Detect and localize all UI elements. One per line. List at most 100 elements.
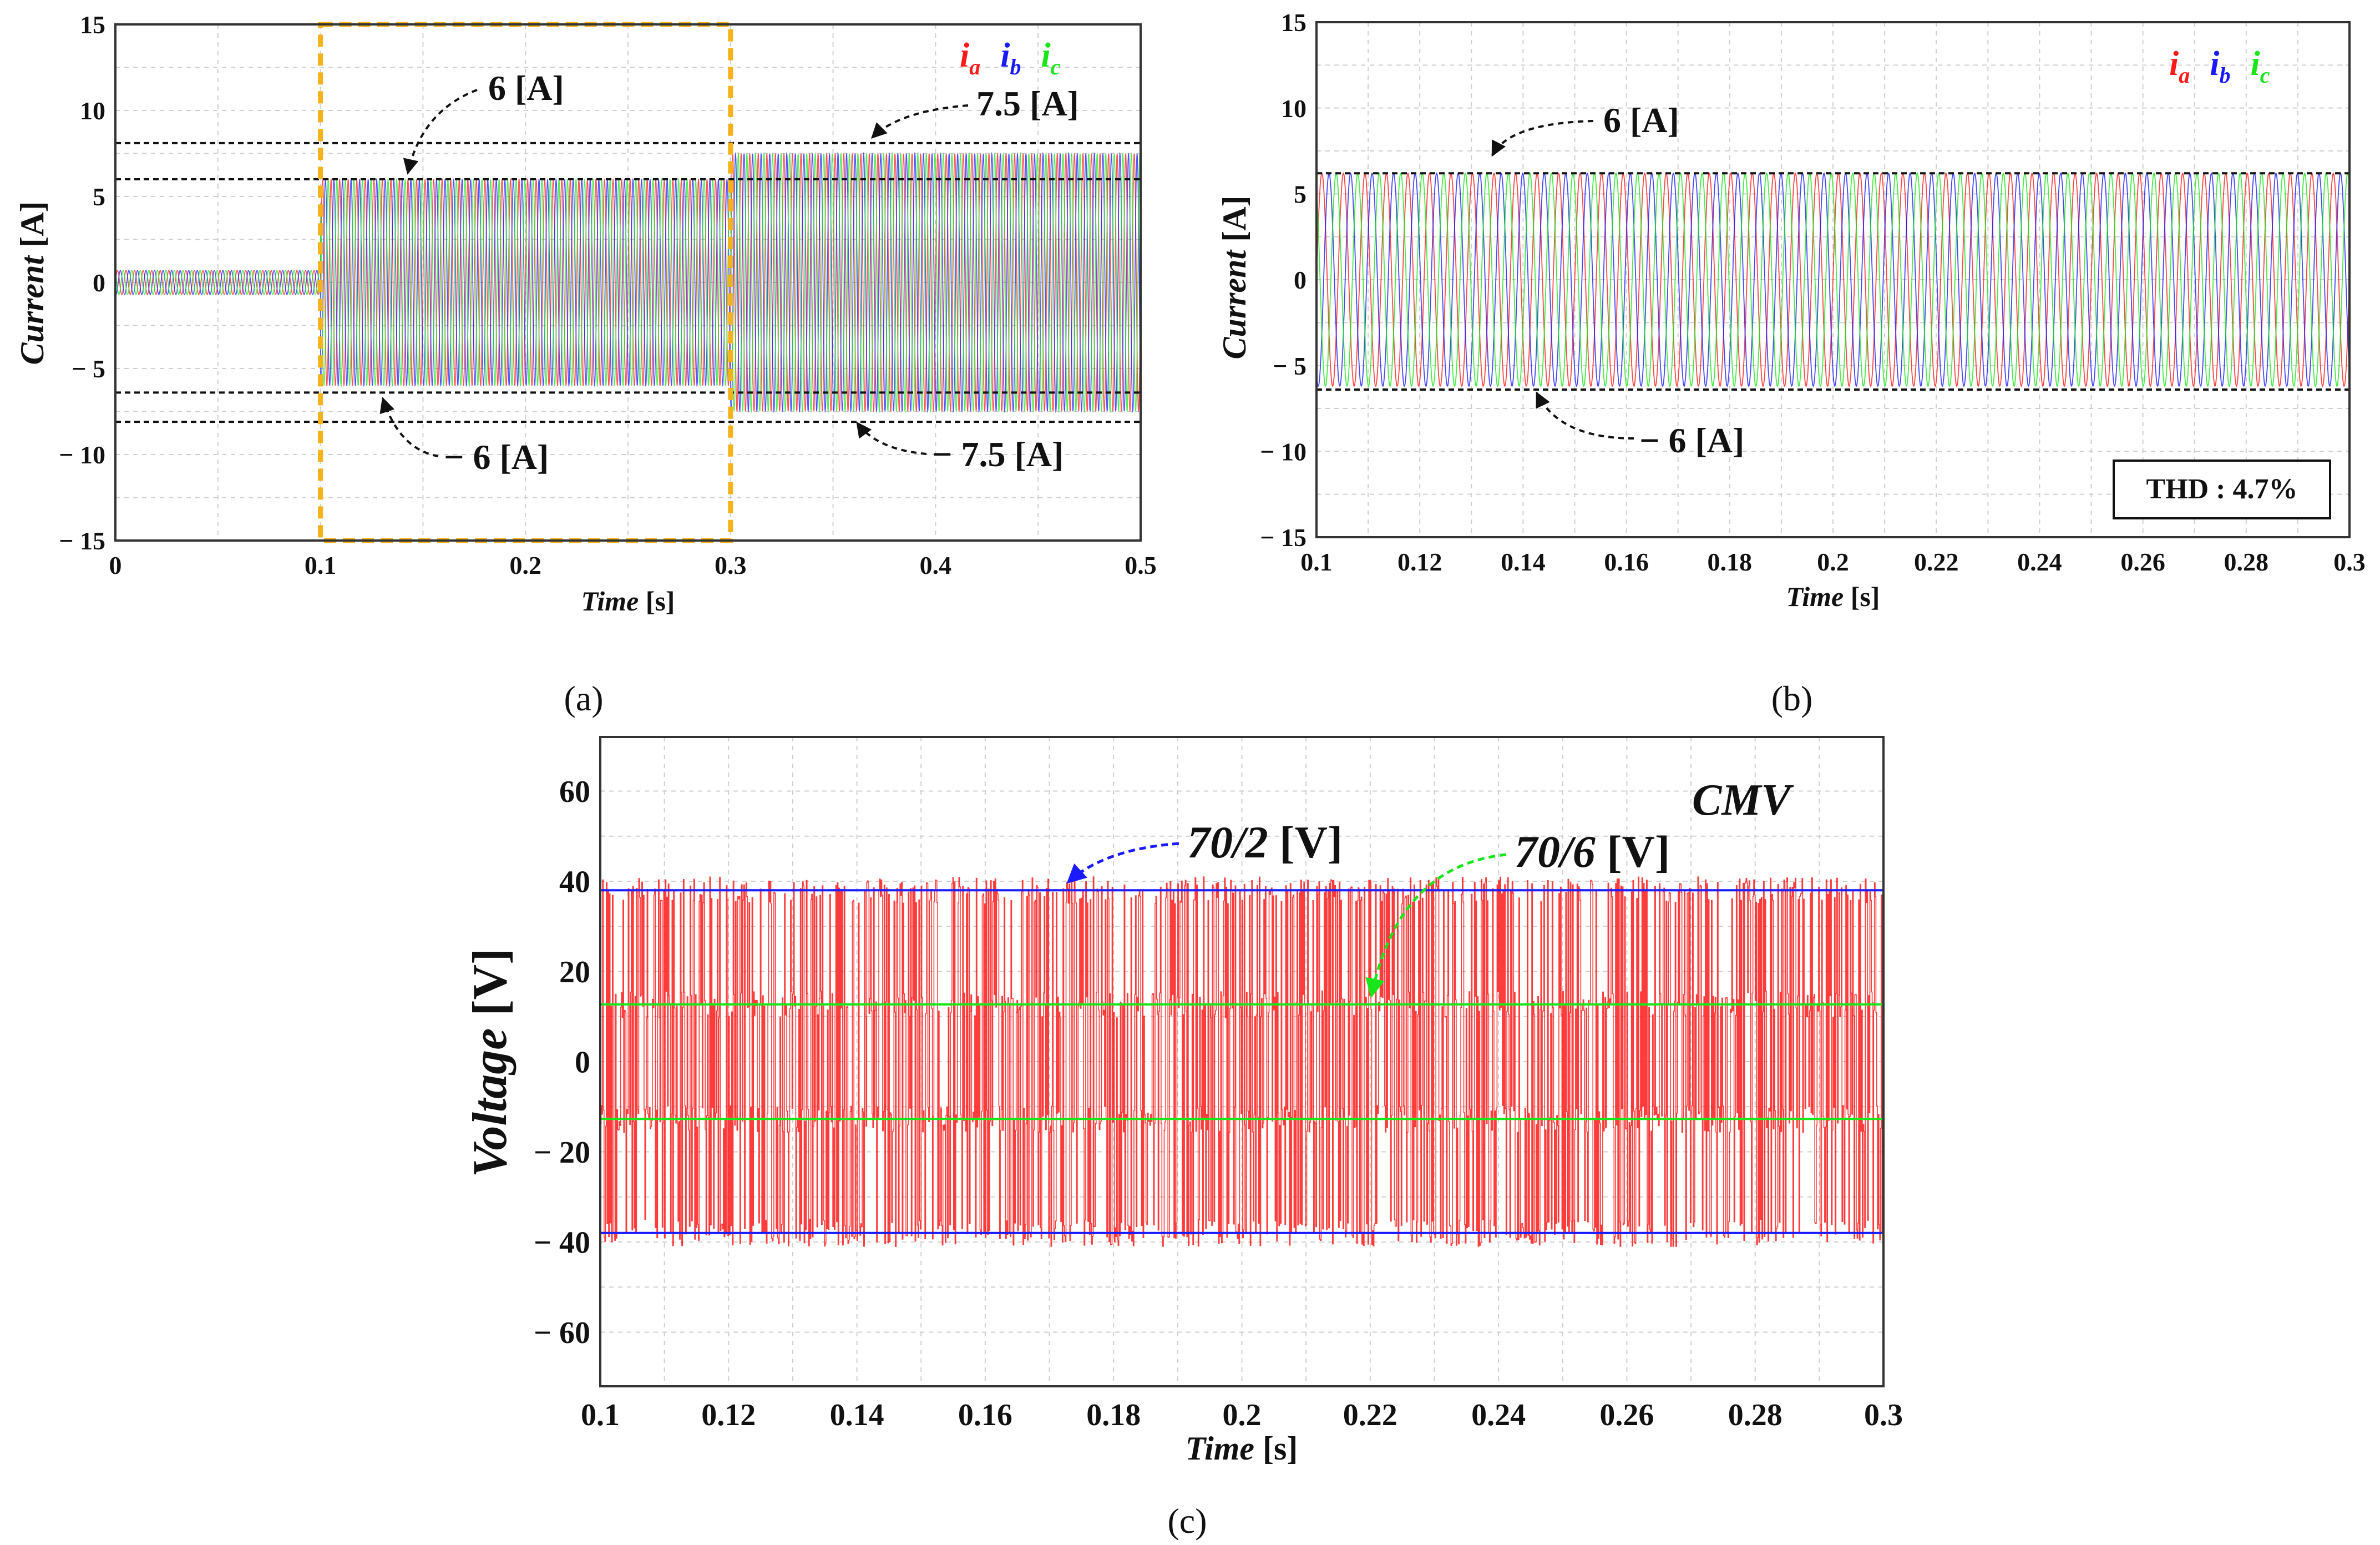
panel-a-y-tick-labels: 15 10 5 0 − 5 − 10 − 15 [59, 11, 105, 555]
panel-c-caption: (c) [1167, 1501, 1207, 1541]
c-x-tick-label: 0.14 [830, 1398, 884, 1432]
annotation-a-minus6A-arrow [379, 397, 439, 457]
b-y-tick-label: − 15 [1260, 523, 1307, 552]
c-y-tick-label: 20 [559, 955, 590, 989]
trace-ic [115, 152, 1141, 413]
c-x-tick-label: 0.18 [1086, 1398, 1141, 1432]
trace-ib [1316, 172, 2350, 387]
cmv-legend: CMV [1692, 776, 1794, 825]
b-x-tick-label: 0.3 [2333, 548, 2366, 576]
a-y-tick-label: 5 [93, 183, 105, 211]
c-y-tick-label: − 20 [534, 1135, 590, 1170]
panel-a-reference-lines [115, 142, 1141, 423]
c-y-tick-label: 60 [559, 775, 590, 809]
annotation-c-70-2-arrow [1066, 842, 1179, 884]
a-y-tick-label: 0 [93, 269, 105, 297]
a-y-tick-label: − 10 [59, 441, 105, 469]
b-x-tick-label: 0.24 [2017, 548, 2062, 576]
c-x-tick-label: 0.26 [1599, 1398, 1654, 1432]
b-x-tick-label: 0.2 [1817, 548, 1849, 576]
a-y-tick-label: 10 [80, 97, 105, 125]
b-x-tick-label: 0.22 [1914, 548, 1959, 576]
c-y-tick-label: − 40 [534, 1226, 590, 1260]
b-y-tick-label: 0 [1294, 266, 1307, 294]
trace-ia [115, 153, 1141, 412]
b-y-tick-label: 10 [1281, 94, 1307, 123]
annotation-a-minus7p5A: − 7.5 [A] [932, 435, 1064, 474]
panel-a-x-axis-label: Time [s] [581, 585, 675, 617]
annotation-c-70-6-arrow [1365, 853, 1507, 998]
panel-b-x-axis-label: Time [s] [1786, 581, 1880, 612]
a-y-tick-label: − 5 [72, 355, 105, 383]
panel-b: 15 10 5 0 − 5 − 10 − 15 0.1 0.12 0.14 0.16 0.18 0.2… [1216, 8, 2366, 718]
panel-a-y-axis-label: Current [A] [14, 201, 50, 365]
c-x-tick-label: 0.12 [701, 1398, 756, 1432]
panel-a: 15 10 5 0 − 5 − 10 − 15 0 0.1 0.2 0.3 0.4 0.5 Curre… [14, 11, 1157, 718]
panel-b-legend: ia ib ic [2169, 45, 2270, 88]
panel-b-reference-lines [1316, 172, 2349, 391]
b-x-tick-label: 0.28 [2224, 548, 2269, 576]
b-y-tick-label: − 5 [1273, 352, 1307, 380]
a-x-tick-label: 0.4 [920, 551, 952, 579]
trace-ib [115, 152, 1141, 413]
annotation-a-minus7p5A-arrow [856, 421, 927, 455]
panel-c-x-axis-label: Time [s] [1186, 1430, 1298, 1467]
c-x-tick-label: 0.24 [1471, 1398, 1526, 1432]
panel-c-plot-frame [599, 736, 1885, 1387]
c-y-tick-label: 0 [575, 1046, 590, 1080]
panel-a-highlight-box [318, 22, 733, 543]
b-x-tick-label: 0.18 [1708, 548, 1753, 576]
annotation-a-7p5A: 7.5 [A] [976, 84, 1079, 123]
panel-a-legend: ia ib ic [960, 37, 1061, 79]
thd-label: THD : 4.7% [2146, 473, 2298, 505]
a-x-tick-label: 0.1 [305, 551, 337, 579]
panel-b-x-tick-labels: 0.1 0.12 0.14 0.16 0.18 0.2 0.22 0.24 0.26 0.28 0.… [1300, 548, 2366, 576]
c-x-tick-label: 0.3 [1864, 1398, 1903, 1432]
annotation-a-6A: 6 [A] [488, 68, 564, 108]
thd-box [2113, 460, 2331, 519]
c-y-tick-label: − 60 [534, 1316, 590, 1350]
annotation-b-minus6A: − 6 [A] [1639, 421, 1744, 460]
panel-b-y-tick-labels: 15 10 5 0 − 5 − 10 − 15 [1260, 8, 1307, 552]
a-x-tick-label: 0.5 [1125, 551, 1157, 579]
b-x-tick-label: 0.14 [1501, 548, 1546, 576]
b-y-tick-label: 15 [1281, 8, 1307, 37]
annotation-c-70-2: 70/2 [V] [1187, 817, 1343, 867]
b-x-tick-label: 0.12 [1397, 548, 1442, 576]
panel-a-caption: (a) [564, 679, 603, 718]
panel-a-x-tick-labels: 0 0.1 0.2 0.3 0.4 0.5 [109, 551, 1157, 579]
c-x-tick-label: 0.28 [1728, 1398, 1783, 1432]
c-x-tick-label: 0.16 [958, 1398, 1012, 1432]
annotation-a-7p5A-arrow [871, 104, 969, 139]
panel-b-caption: (b) [1771, 679, 1813, 718]
c-x-tick-label: 0.22 [1343, 1398, 1397, 1432]
b-x-tick-label: 0.26 [2120, 548, 2165, 576]
a-x-tick-label: 0.3 [715, 551, 747, 579]
a-x-tick-label: 0 [109, 551, 122, 579]
panel-c-x-tick-labels: 0.1 0.12 0.14 0.16 0.18 0.2 0.22 0.24 0.26 0.28 0.… [581, 1398, 1903, 1432]
panel-b-plot-frame [1315, 21, 2351, 538]
panel-c-y-tick-labels: 60 40 20 0 − 20 − 40 − 60 [534, 775, 590, 1350]
b-y-tick-label: 5 [1294, 180, 1307, 208]
panel-c-traces [600, 876, 1884, 1247]
panel-a-traces [115, 152, 1141, 413]
c-y-tick-label: 40 [559, 865, 590, 900]
panel-b-y-axis-label: Current [A] [1216, 195, 1253, 359]
panel-c-reference-lines [600, 889, 1883, 1234]
annotation-b-6A: 6 [A] [1603, 100, 1679, 140]
annotation-a-minus6A: − 6 [A] [444, 437, 549, 477]
trace-CMV [600, 876, 1884, 1247]
panel-c-y-axis-label: Voltage [V] [463, 948, 517, 1177]
b-y-tick-label: − 10 [1260, 437, 1307, 466]
panel-b-traces [1316, 172, 2350, 387]
a-y-tick-label: 15 [80, 11, 105, 39]
a-y-tick-label: − 15 [59, 527, 105, 555]
trace-ia [1316, 172, 2350, 387]
annotation-b-minus6A-arrow [1536, 391, 1634, 440]
a-x-tick-label: 0.2 [509, 551, 541, 579]
b-x-tick-label: 0.1 [1300, 548, 1333, 576]
annotation-b-6A-arrow [1491, 120, 1594, 157]
c-x-tick-label: 0.2 [1223, 1398, 1262, 1432]
